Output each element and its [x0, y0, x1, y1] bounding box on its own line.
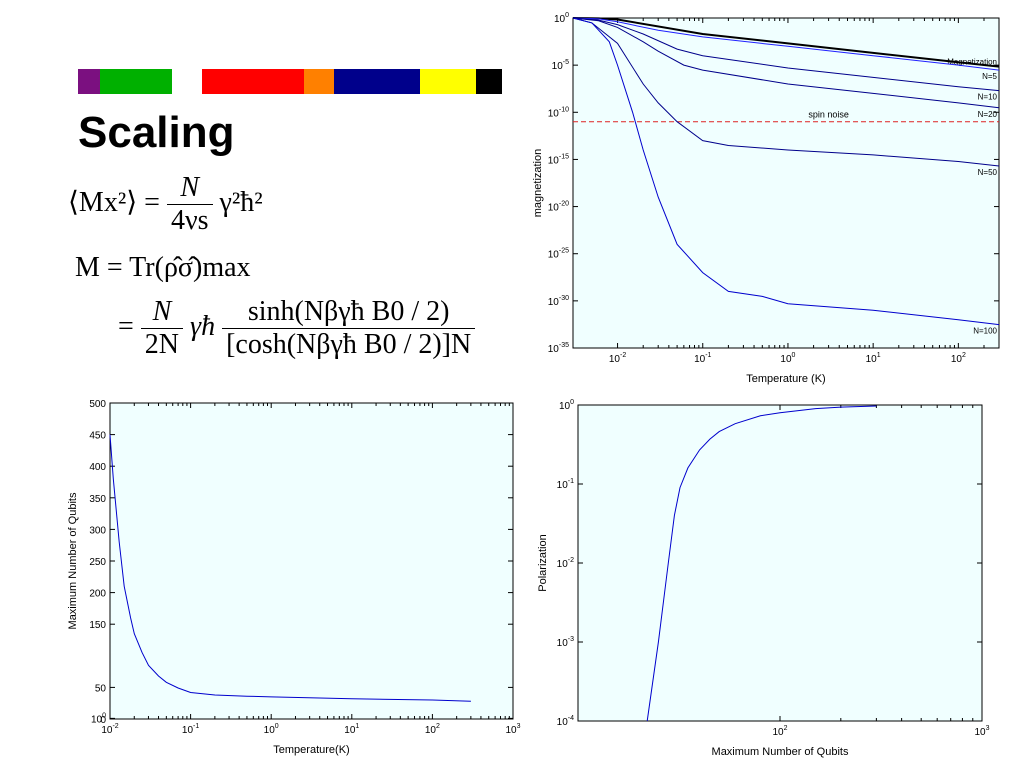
x-tick-label: 100 — [780, 352, 795, 365]
equation-mean-square-magnetization: ⟨Mx²⟩ = N 4νs γ²ħ² — [68, 172, 263, 237]
x-tick-label: 10-1 — [182, 723, 199, 736]
eq3-denominator-1: 2N — [144, 329, 180, 360]
y-tick-label: 10-30 — [548, 295, 569, 308]
y-tick-label: 450 — [89, 431, 106, 442]
magnetization-chart: 10-2 10-1 100 101 102 100 10-5 10-10 10-15 10-20 1… — [532, 12, 1000, 385]
x-tick-label: 103 — [505, 723, 520, 736]
x-tick-label: 102 — [951, 352, 966, 365]
color-segment — [420, 69, 476, 94]
eq3-fraction-1: N 2N — [140, 296, 184, 361]
x-tick-label: 101 — [344, 723, 359, 736]
eq1-denominator: 4νs — [170, 205, 209, 236]
color-segment — [100, 69, 172, 94]
x-tick-label: 103 — [974, 725, 989, 738]
max-qubits-chart: 10-2 10-1 100 101 102 103 0 50 100 150 200 250 300 35… — [67, 399, 521, 756]
plot-area — [109, 402, 514, 720]
series-line — [646, 405, 877, 722]
series-label: N=50 — [978, 168, 998, 177]
eq3-numerator-1: N — [140, 296, 184, 329]
equation-magnetization-trace: M = Tr(ρ̂σ̂)max — [75, 252, 251, 284]
y-axis-label: Maximum Number of Qubits — [67, 492, 79, 629]
y-tick-label: 10-10 — [548, 106, 569, 119]
color-segment — [202, 69, 304, 94]
series-label: N=20 — [978, 110, 998, 119]
eq1-rhs: γ²ħ² — [219, 186, 263, 218]
y-tick-label: 350 — [89, 494, 106, 505]
equation-magnetization-expression: = N 2N γħ sinh(Nβγħ B0 / 2) [cosh(Nβγħ B0 … — [118, 296, 476, 361]
x-tick-label: 10-1 — [694, 352, 711, 365]
y-tick-label: 150 — [89, 620, 106, 631]
y-tick-label: 0 — [100, 715, 106, 726]
series-line — [109, 434, 471, 702]
color-segment — [172, 69, 202, 94]
series-line — [572, 17, 1000, 109]
slide-title: Scaling — [78, 108, 235, 157]
y-tick-label: 100 — [91, 712, 106, 725]
y-tick-label: 500 — [89, 399, 106, 410]
x-axis-label: Maximum Number of Qubits — [712, 746, 849, 758]
y-tick-label: 10-15 — [548, 153, 569, 166]
series-line — [572, 17, 1000, 326]
x-tick-label: 100 — [264, 723, 279, 736]
series-label: N=100 — [973, 327, 997, 336]
plot-area — [572, 17, 1000, 349]
x-tick-label: 101 — [866, 352, 881, 365]
y-tick-label: 250 — [89, 557, 106, 568]
color-bar — [78, 69, 503, 94]
x-tick-label: 102 — [772, 725, 787, 738]
eq1-lhs: ⟨Mx²⟩ = — [68, 186, 160, 218]
spin-noise-label: spin noise — [808, 110, 849, 120]
x-axis-label: Temperature(K) — [273, 744, 349, 756]
series-label: N=5 — [982, 72, 997, 81]
color-segment — [78, 69, 100, 94]
series-label: N=10 — [978, 93, 998, 102]
y-tick-label: 10-20 — [548, 201, 569, 214]
polarization-chart: 102 103 100 10-1 10-2 10-3 10-4 Maximum Number … — [537, 399, 990, 758]
y-tick-label: 300 — [89, 525, 106, 536]
series-line — [572, 17, 1000, 92]
series-label: Magnetization — [947, 58, 997, 67]
series-line — [572, 17, 1000, 68]
y-axis-label: Polarization — [537, 534, 549, 591]
y-tick-label: 10-35 — [548, 342, 569, 355]
y-tick-label: 100 — [554, 12, 569, 25]
y-tick-label: 100 — [559, 399, 574, 412]
eq2-text: M = Tr(ρ̂σ̂)max — [75, 252, 251, 283]
eq1-numerator: N — [166, 172, 213, 205]
eq1-fraction: N 4νs — [166, 172, 213, 237]
y-tick-label: 10-3 — [557, 636, 574, 649]
eq3-fraction-2: sinh(Nβγħ B0 / 2) [cosh(Nβγħ B0 / 2)]N — [222, 296, 476, 361]
x-tick-label: 10-2 — [101, 723, 118, 736]
color-segment — [334, 69, 420, 94]
y-tick-label: 400 — [89, 462, 106, 473]
x-axis-label: Temperature (K) — [746, 373, 825, 385]
y-tick-label: 10-2 — [557, 557, 574, 570]
y-axis-label: magnetization — [532, 149, 544, 218]
x-tick-label: 10-2 — [609, 352, 626, 365]
y-tick-label: 200 — [89, 589, 106, 600]
series-line — [572, 17, 1000, 167]
y-tick-label: 50 — [95, 683, 107, 694]
y-tick-label: 10-1 — [557, 478, 574, 491]
series-line — [572, 17, 1000, 71]
plot-area — [577, 404, 983, 722]
y-tick-label: 10-4 — [557, 715, 574, 728]
y-tick-label: 10-5 — [552, 59, 569, 72]
eq3-denominator-2: [cosh(Nβγħ B0 / 2)]N — [226, 329, 472, 360]
eq3-numerator-2: sinh(Nβγħ B0 / 2) — [222, 296, 476, 329]
eq3-mid: γħ — [190, 310, 216, 342]
color-segment — [304, 69, 334, 94]
y-tick-label: 10-25 — [548, 248, 569, 261]
color-segment — [476, 69, 502, 94]
x-tick-label: 102 — [425, 723, 440, 736]
